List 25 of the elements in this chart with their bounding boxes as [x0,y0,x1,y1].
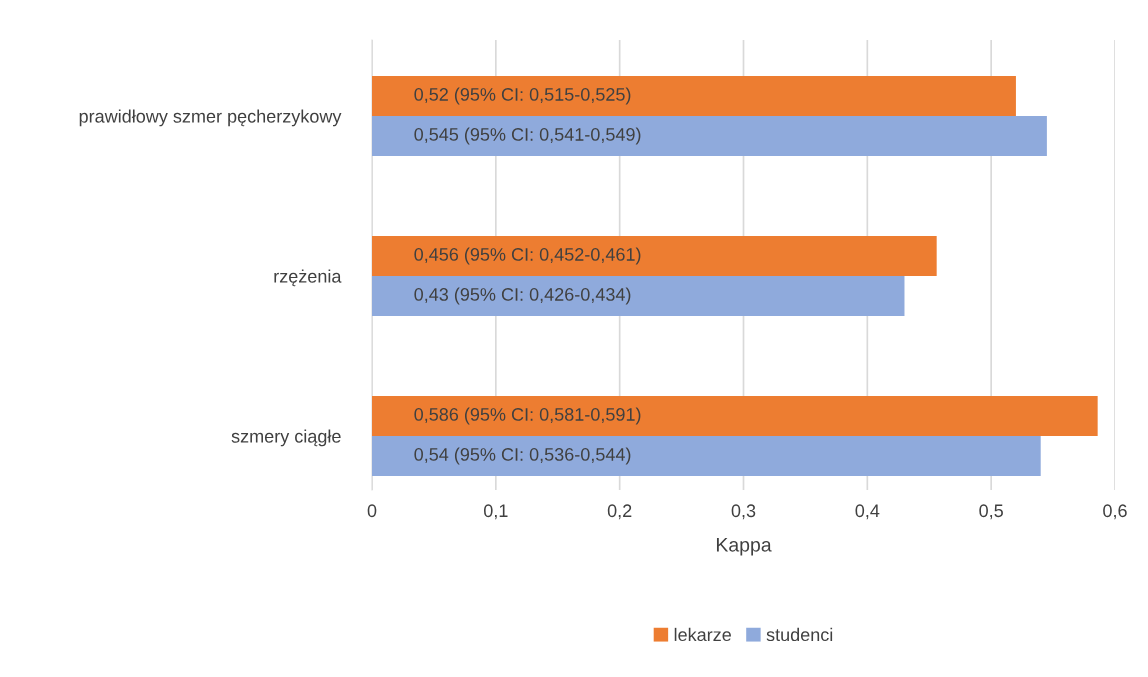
data-label: 0,456 (95% CI: 0,452-0,461) [414,247,641,265]
y-tick-label: prawidłowy szmer pęcherzykowy [79,109,342,127]
data-label: 0,52 (95% CI: 0,515-0,525) [414,87,631,105]
data-label: 0,586 (95% CI: 0,581-0,591) [414,407,641,425]
x-tick-label: 0,6 [1103,504,1127,520]
x-tick-label: 0,5 [979,504,1003,520]
bar [372,236,937,276]
x-tick-label: 0,3 [731,504,756,520]
x-tick-label: 0,1 [483,504,508,520]
bar [372,436,1041,476]
legend-label: lekarze [674,627,731,642]
legend-label: studenci [766,627,833,642]
x-tick-label: 0 [367,504,377,518]
x-tick-label: 0,4 [855,504,880,520]
data-label: 0,54 (95% CI: 0,536-0,544) [414,447,631,465]
x-axis-title: Kappa [716,538,772,556]
x-tick-label: 0,2 [607,504,632,520]
bar [372,76,1016,116]
y-tick-label: rzężenia [274,269,342,287]
bar [372,396,1098,436]
y-tick-label: szmery ciągłe [231,429,341,447]
data-label: 0,43 (95% CI: 0,426-0,434) [414,287,631,305]
bar [372,276,905,316]
bar [372,116,1047,156]
data-label: 0,545 (95% CI: 0,541-0,549) [414,127,641,145]
